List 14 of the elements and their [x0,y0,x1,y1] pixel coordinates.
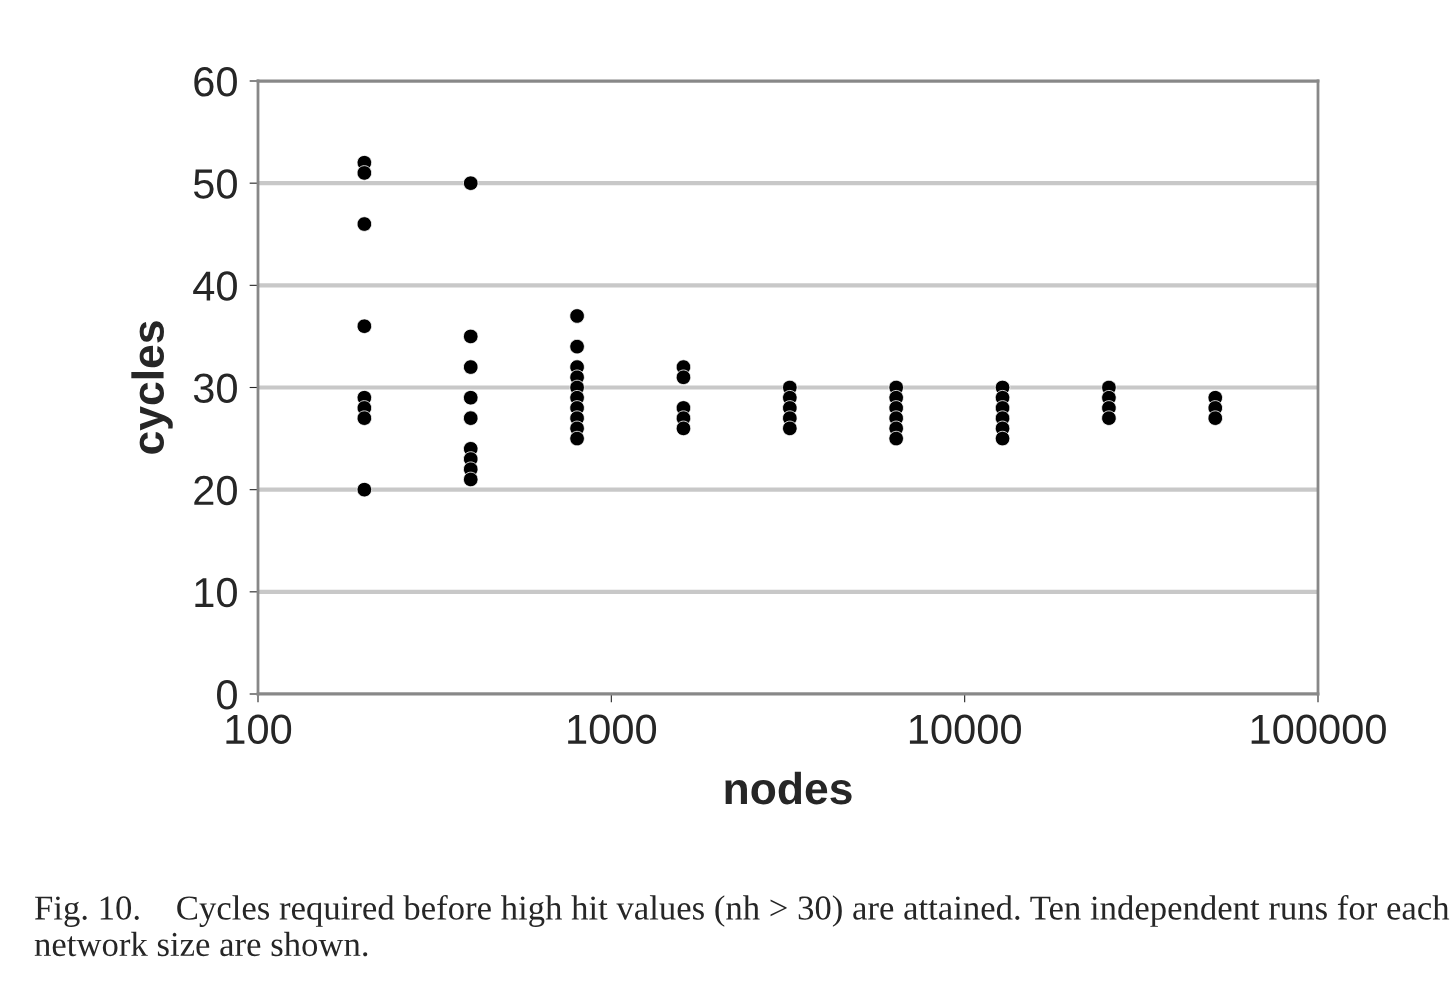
x-tick-label: 100000 [1251,714,1386,745]
x-tick-label: 1000 [568,714,657,745]
y-tick-label: 10 [195,577,237,608]
x-axis-title: nodes [725,771,852,805]
x-tick-label: 100 [226,714,292,745]
y-tick-label: 60 [194,67,237,97]
y-axis-title: cycles [131,321,173,454]
y-tick-label: 20 [194,475,237,506]
y-tick-label: 30 [193,373,237,404]
y-tick-label: 40 [193,271,237,301]
caption: Fig. 10. Cycles required before high hit values (nh > 30) are attained. Ten independent runs for each network size are shown. [34,895,1450,957]
x-tick-label: 10000 [909,714,1021,745]
y-tick-label: 50 [193,169,237,199]
y-tick-label: 0 [217,680,237,710]
